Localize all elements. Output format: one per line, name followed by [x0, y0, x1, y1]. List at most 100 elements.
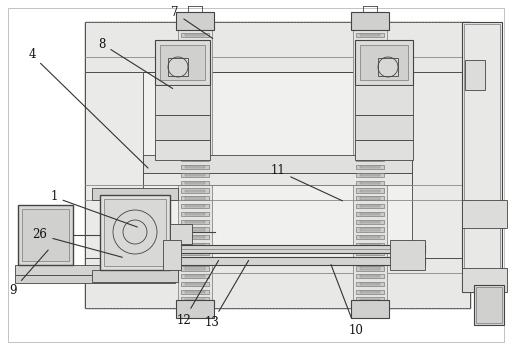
Bar: [181, 305, 209, 309]
Bar: [356, 149, 384, 154]
Bar: [185, 197, 205, 199]
Bar: [185, 190, 205, 192]
Bar: [360, 127, 380, 130]
Bar: [181, 17, 209, 21]
Bar: [360, 65, 380, 67]
Bar: [181, 290, 209, 294]
Bar: [360, 80, 380, 83]
Bar: [185, 65, 205, 67]
Bar: [185, 80, 205, 83]
Bar: [356, 48, 384, 52]
Bar: [185, 88, 205, 90]
Bar: [85, 22, 470, 308]
Bar: [185, 112, 205, 114]
Bar: [181, 87, 209, 91]
Bar: [181, 157, 209, 161]
Bar: [356, 212, 384, 216]
Bar: [360, 96, 380, 98]
Bar: [185, 143, 205, 145]
Bar: [356, 87, 384, 91]
Bar: [356, 118, 384, 122]
Bar: [185, 182, 205, 184]
Bar: [181, 165, 209, 169]
Bar: [85, 22, 470, 72]
Bar: [185, 299, 205, 301]
Bar: [356, 40, 384, 45]
Bar: [360, 252, 380, 254]
Bar: [185, 275, 205, 278]
Text: 1: 1: [50, 190, 137, 227]
Bar: [155, 85, 210, 115]
Text: 10: 10: [331, 265, 364, 336]
Bar: [185, 26, 205, 28]
Bar: [175, 257, 425, 265]
Bar: [360, 104, 380, 106]
Bar: [181, 48, 209, 52]
Bar: [155, 140, 210, 160]
Bar: [351, 300, 389, 318]
Bar: [181, 149, 209, 154]
Bar: [181, 251, 209, 255]
Bar: [85, 258, 470, 308]
Bar: [360, 275, 380, 278]
Bar: [356, 165, 384, 169]
Bar: [360, 73, 380, 75]
Bar: [175, 245, 425, 253]
Bar: [181, 243, 209, 247]
Bar: [92, 188, 178, 200]
Bar: [155, 115, 210, 140]
Bar: [185, 306, 205, 309]
Bar: [168, 58, 188, 76]
Bar: [356, 134, 384, 138]
Bar: [181, 274, 209, 278]
Bar: [356, 126, 384, 130]
Bar: [356, 298, 384, 302]
Bar: [356, 290, 384, 294]
Text: 9: 9: [9, 250, 48, 296]
Bar: [170, 224, 192, 244]
Bar: [464, 24, 500, 290]
Bar: [176, 12, 214, 30]
Bar: [185, 135, 205, 137]
Bar: [185, 166, 205, 168]
Bar: [185, 127, 205, 130]
Bar: [85, 72, 143, 258]
Bar: [185, 104, 205, 106]
Bar: [356, 266, 384, 271]
Bar: [356, 196, 384, 201]
Bar: [356, 181, 384, 185]
Bar: [181, 64, 209, 68]
Text: 26: 26: [33, 229, 122, 257]
Bar: [360, 291, 380, 293]
Bar: [181, 142, 209, 146]
Bar: [185, 159, 205, 161]
Bar: [356, 111, 384, 115]
Bar: [360, 166, 380, 168]
Bar: [185, 150, 205, 153]
Bar: [360, 112, 380, 114]
Bar: [356, 204, 384, 208]
Bar: [18, 205, 73, 265]
Bar: [185, 119, 205, 121]
Bar: [185, 244, 205, 246]
Bar: [185, 267, 205, 270]
Bar: [360, 143, 380, 145]
Bar: [360, 236, 380, 238]
Bar: [360, 45, 408, 80]
Bar: [356, 25, 384, 29]
Bar: [476, 287, 502, 323]
Bar: [360, 49, 380, 51]
Bar: [163, 240, 181, 270]
Bar: [185, 18, 205, 20]
Bar: [355, 40, 413, 85]
Bar: [356, 79, 384, 84]
Bar: [181, 235, 209, 239]
Bar: [185, 34, 205, 36]
Bar: [360, 150, 380, 153]
Bar: [15, 265, 175, 275]
Bar: [181, 134, 209, 138]
Bar: [355, 140, 413, 160]
Bar: [181, 173, 209, 177]
Bar: [360, 119, 380, 121]
Bar: [104, 199, 166, 266]
